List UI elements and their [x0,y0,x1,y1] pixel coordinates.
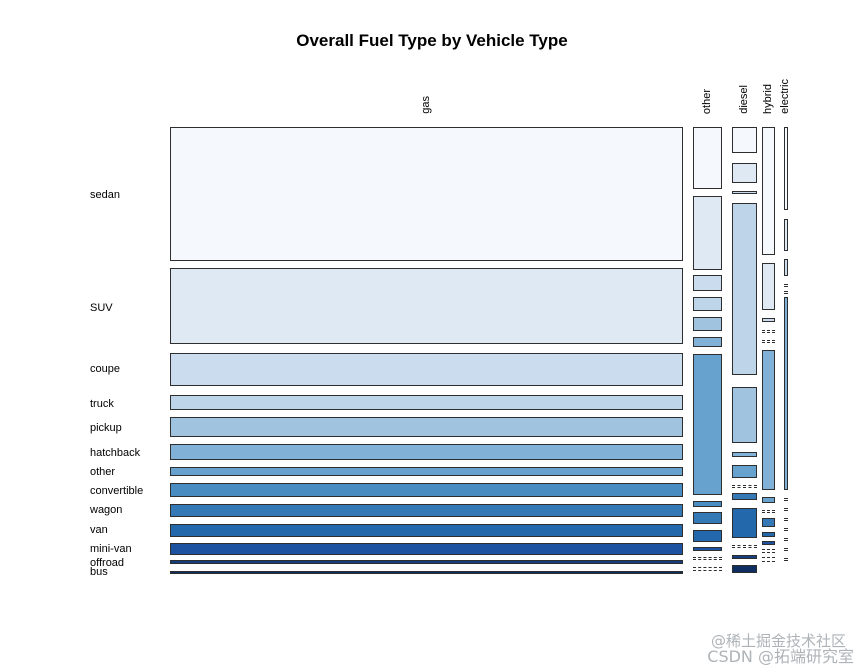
x-tick-label-other: other [700,88,713,114]
y-tick-label-offroad: offroad [90,557,125,569]
cell-diesel-SUV [732,163,757,183]
cell-hybrid-coupe [762,318,775,322]
cell-other-convertible [693,501,722,507]
watermark-community: @稀土掘金技术社区 [710,632,846,650]
y-tick-label-sedan: sedan [90,189,120,201]
cell-diesel-truck [732,203,757,375]
cell-gas-van [170,524,683,537]
watermark-csdn: CSDN @拓端研究室 [707,647,854,666]
y-tick-label-bus: bus [90,566,108,578]
cell-electric-mini-van [784,538,788,541]
y-tick-label-other: other [90,466,116,478]
cell-gas-wagon [170,504,683,517]
cell-electric-wagon [784,518,788,521]
y-tick-label-hatchback: hatchback [90,447,141,459]
cell-gas-hatchback [170,444,683,460]
cell-hybrid-bus [762,557,775,562]
cell-gas-convertible [170,483,683,497]
cell-diesel-bus [732,565,757,573]
cell-other-wagon [693,512,722,524]
cell-hybrid-other [762,497,775,503]
cell-other-other [693,354,722,495]
cell-other-truck [693,297,722,311]
cell-hybrid-offroad [762,549,775,553]
cell-other-offroad [693,557,722,560]
cell-other-mini-van [693,547,722,551]
cell-other-bus [693,567,722,571]
cell-electric-convertible [784,508,788,511]
cell-gas-pickup [170,417,683,437]
y-tick-label-van: van [90,524,108,536]
cell-other-coupe [693,275,722,291]
cell-diesel-coupe [732,191,757,194]
y-tick-label-pickup: pickup [90,422,122,434]
cell-diesel-pickup [732,387,757,443]
x-tick-label-gas: gas [419,96,432,114]
y-tick-label-mini-van: mini-van [90,543,132,555]
cell-electric-coupe [784,259,788,276]
cell-electric-van [784,528,788,531]
cell-gas-mini-van [170,543,683,555]
cell-diesel-wagon [732,493,757,500]
cell-hybrid-mini-van [762,541,775,545]
cell-hybrid-van [762,532,775,537]
cell-hybrid-truck [762,330,775,333]
x-tick-label-electric: electric [779,79,791,114]
cell-hybrid-SUV [762,263,775,310]
cell-other-van [693,530,722,542]
cell-other-sedan [693,127,722,189]
cell-hybrid-convertible [762,510,775,513]
cell-diesel-mini-van [732,545,757,548]
y-tick-label-coupe: coupe [90,363,120,375]
cell-diesel-van [732,508,757,538]
chart-title: Overall Fuel Type by Vehicle Type [296,31,568,50]
cell-hybrid-pickup [762,340,775,343]
cell-gas-offroad [170,560,683,564]
cell-electric-SUV [784,219,788,251]
cell-electric-sedan [784,127,788,210]
cell-hybrid-hatchback [762,350,775,490]
cell-electric-truck [784,284,788,287]
cell-electric-pickup [784,291,788,294]
cell-other-pickup [693,317,722,331]
x-tick-label-diesel: diesel [737,85,750,114]
cell-hybrid-wagon [762,518,775,527]
cell-gas-coupe [170,353,683,386]
cell-gas-other [170,467,683,476]
x-tick-label-hybrid: hybrid [761,84,774,114]
cell-electric-hatchback [784,297,788,490]
cell-hybrid-sedan [762,127,775,255]
cell-gas-bus [170,571,683,574]
cell-electric-offroad [784,548,788,551]
cell-diesel-offroad [732,555,757,559]
y-tick-label-wagon: wagon [90,504,123,516]
y-tick-label-SUV: SUV [90,302,113,314]
cell-diesel-convertible [732,485,757,488]
cell-diesel-hatchback [732,452,757,457]
cell-diesel-sedan [732,127,757,153]
cell-electric-bus [784,558,788,561]
cell-other-hatchback [693,337,722,347]
cell-gas-SUV [170,268,683,344]
y-tick-label-truck: truck [90,398,114,410]
cell-diesel-other [732,465,757,478]
cell-gas-truck [170,395,683,410]
cell-other-SUV [693,196,722,270]
cell-gas-sedan [170,127,683,261]
y-tick-label-convertible: convertible [90,485,144,497]
cell-electric-other [784,498,788,501]
